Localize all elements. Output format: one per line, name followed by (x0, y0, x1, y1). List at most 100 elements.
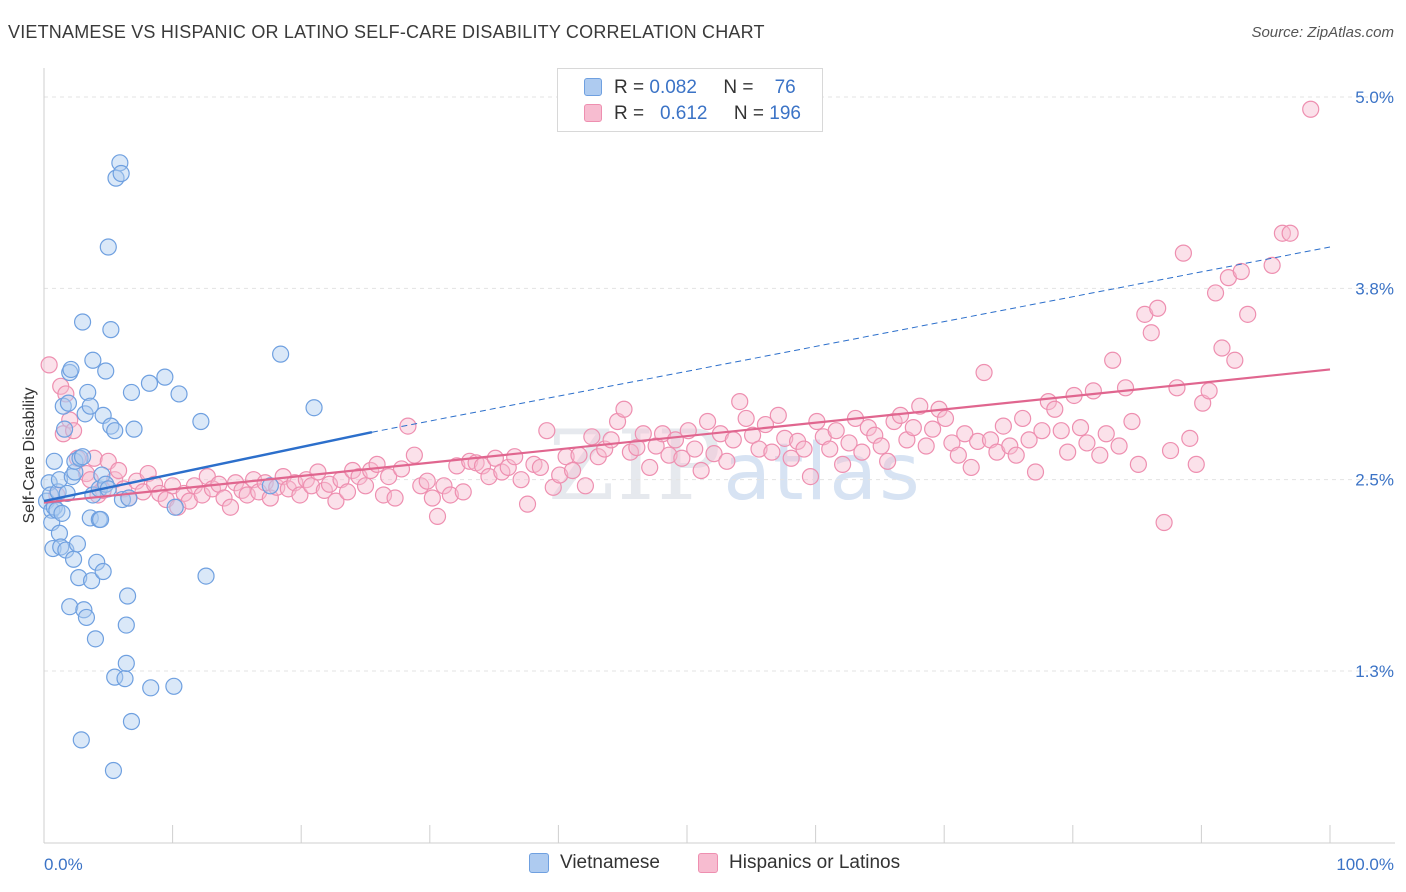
point-vietnamese (45, 452, 63, 470)
point-hispanic (866, 426, 884, 444)
point-hispanic (1239, 305, 1257, 323)
point-hispanic (1071, 419, 1090, 437)
point-hispanic (1200, 382, 1218, 400)
point-hispanic (1181, 429, 1199, 447)
point-vietnamese (165, 677, 183, 695)
point-hispanic (423, 489, 441, 507)
point-hispanic (338, 483, 357, 501)
point-hispanic (441, 486, 459, 504)
point-hispanic (399, 417, 417, 435)
point-vietnamese (52, 538, 70, 556)
point-hispanic (327, 492, 345, 510)
y-tick-label: 5.0% (1355, 88, 1394, 107)
point-hispanic (924, 420, 942, 438)
point-hispanic (872, 437, 890, 455)
point-vietnamese (197, 567, 215, 585)
x-tick-label: 0.0% (44, 855, 83, 874)
legend-swatch-hispanic (584, 104, 602, 122)
trendline-vietnamese-extended (371, 246, 1331, 433)
point-hispanic (428, 507, 447, 526)
point-vietnamese (59, 394, 78, 412)
point-hispanic (538, 422, 556, 440)
point-vietnamese (116, 670, 134, 688)
point-vietnamese (106, 422, 124, 440)
point-vietnamese (73, 313, 92, 331)
point-hispanic (215, 489, 233, 507)
point-vietnamese (99, 238, 117, 256)
point-vietnamese (88, 553, 106, 571)
point-hispanic (911, 397, 929, 415)
point-hispanic (782, 449, 800, 467)
point-hispanic (1263, 256, 1281, 274)
bottom-legend-swatch-vietnamese (529, 853, 549, 873)
point-vietnamese (61, 598, 79, 616)
point-vietnamese (53, 504, 71, 522)
legend-r-label: R = (614, 77, 645, 98)
point-hispanic (686, 440, 704, 458)
point-hispanic (628, 438, 646, 457)
legend-r-label: R = (614, 103, 645, 124)
point-hispanic (518, 495, 537, 513)
bottom-legend-swatch-hispanic (698, 853, 718, 873)
point-vietnamese (112, 164, 130, 183)
point-hispanic (660, 446, 678, 464)
point-hispanic (1155, 513, 1173, 532)
trendline-vietnamese (43, 431, 373, 503)
point-vietnamese (68, 535, 87, 553)
point-vietnamese (170, 385, 188, 403)
point-hispanic (405, 446, 423, 464)
point-vietnamese (55, 420, 74, 438)
point-hispanic (1014, 409, 1032, 428)
point-vietnamese (272, 345, 290, 363)
y-tick-label: 1.3% (1355, 662, 1394, 681)
point-hispanic (380, 468, 398, 486)
point-vietnamese (93, 466, 111, 484)
legend-n-label: N = (733, 103, 765, 124)
point-vietnamese (118, 587, 137, 605)
y-tick-label: 3.8% (1355, 279, 1394, 298)
point-vietnamese (81, 397, 99, 415)
point-hispanic (1206, 284, 1225, 302)
bottom-legend-label-hispanic: Hispanics or Latinos (729, 852, 901, 873)
point-hispanic (769, 406, 787, 424)
point-hispanic (975, 363, 993, 382)
point-hispanic (1161, 441, 1180, 460)
point-hispanic (1142, 324, 1160, 342)
point-hispanic (1232, 262, 1250, 281)
point-hispanic (834, 455, 852, 473)
point-vietnamese (70, 569, 88, 587)
point-hispanic (1174, 244, 1192, 262)
trendline-hispanic (43, 368, 1331, 504)
point-hispanic (302, 477, 321, 495)
point-hispanic (570, 446, 588, 464)
point-hispanic (743, 426, 762, 444)
point-vietnamese (104, 761, 123, 780)
point-hispanic (673, 449, 691, 467)
bottom-legend-label-vietnamese: Vietnamese (560, 852, 660, 873)
point-vietnamese (79, 383, 97, 402)
source-label: Source: ZipAtlas.com (1251, 24, 1394, 41)
point-vietnamese (305, 399, 323, 417)
point-vietnamese (122, 712, 141, 731)
point-vietnamese (62, 360, 80, 379)
correlation-legend: R = 0.082 N = 76 R = 0.612 N = 196 (557, 68, 823, 132)
point-hispanic (1129, 455, 1147, 473)
point-hispanic (615, 400, 633, 418)
point-hispanic (1116, 379, 1135, 397)
point-vietnamese (77, 608, 96, 627)
point-hispanic (386, 489, 404, 507)
point-hispanic (969, 432, 987, 450)
chart-title: VIETNAMESE VS HISPANIC OR LATINO SELF-CA… (8, 22, 765, 42)
point-hispanic (1059, 443, 1077, 461)
point-hispanic (1084, 382, 1102, 400)
point-hispanic (356, 477, 375, 495)
point-hispanic (994, 417, 1012, 435)
point-hispanic (737, 409, 755, 428)
point-vietnamese (50, 471, 69, 489)
point-hispanic (962, 458, 980, 477)
point-hispanic (1110, 437, 1128, 455)
point-hispanic (435, 477, 453, 495)
point-vietnamese (64, 550, 83, 568)
legend-r-value: 0.612 (659, 103, 708, 124)
legend-n-value: 196 (769, 103, 801, 124)
